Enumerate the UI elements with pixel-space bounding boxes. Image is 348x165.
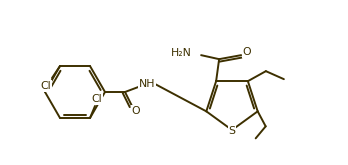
Text: O: O [243, 47, 252, 57]
Text: Cl: Cl [41, 81, 51, 91]
Text: NH: NH [139, 79, 155, 89]
Text: Cl: Cl [92, 94, 102, 104]
Text: H₂N: H₂N [171, 48, 192, 58]
Text: S: S [229, 126, 236, 136]
Text: O: O [132, 106, 140, 116]
